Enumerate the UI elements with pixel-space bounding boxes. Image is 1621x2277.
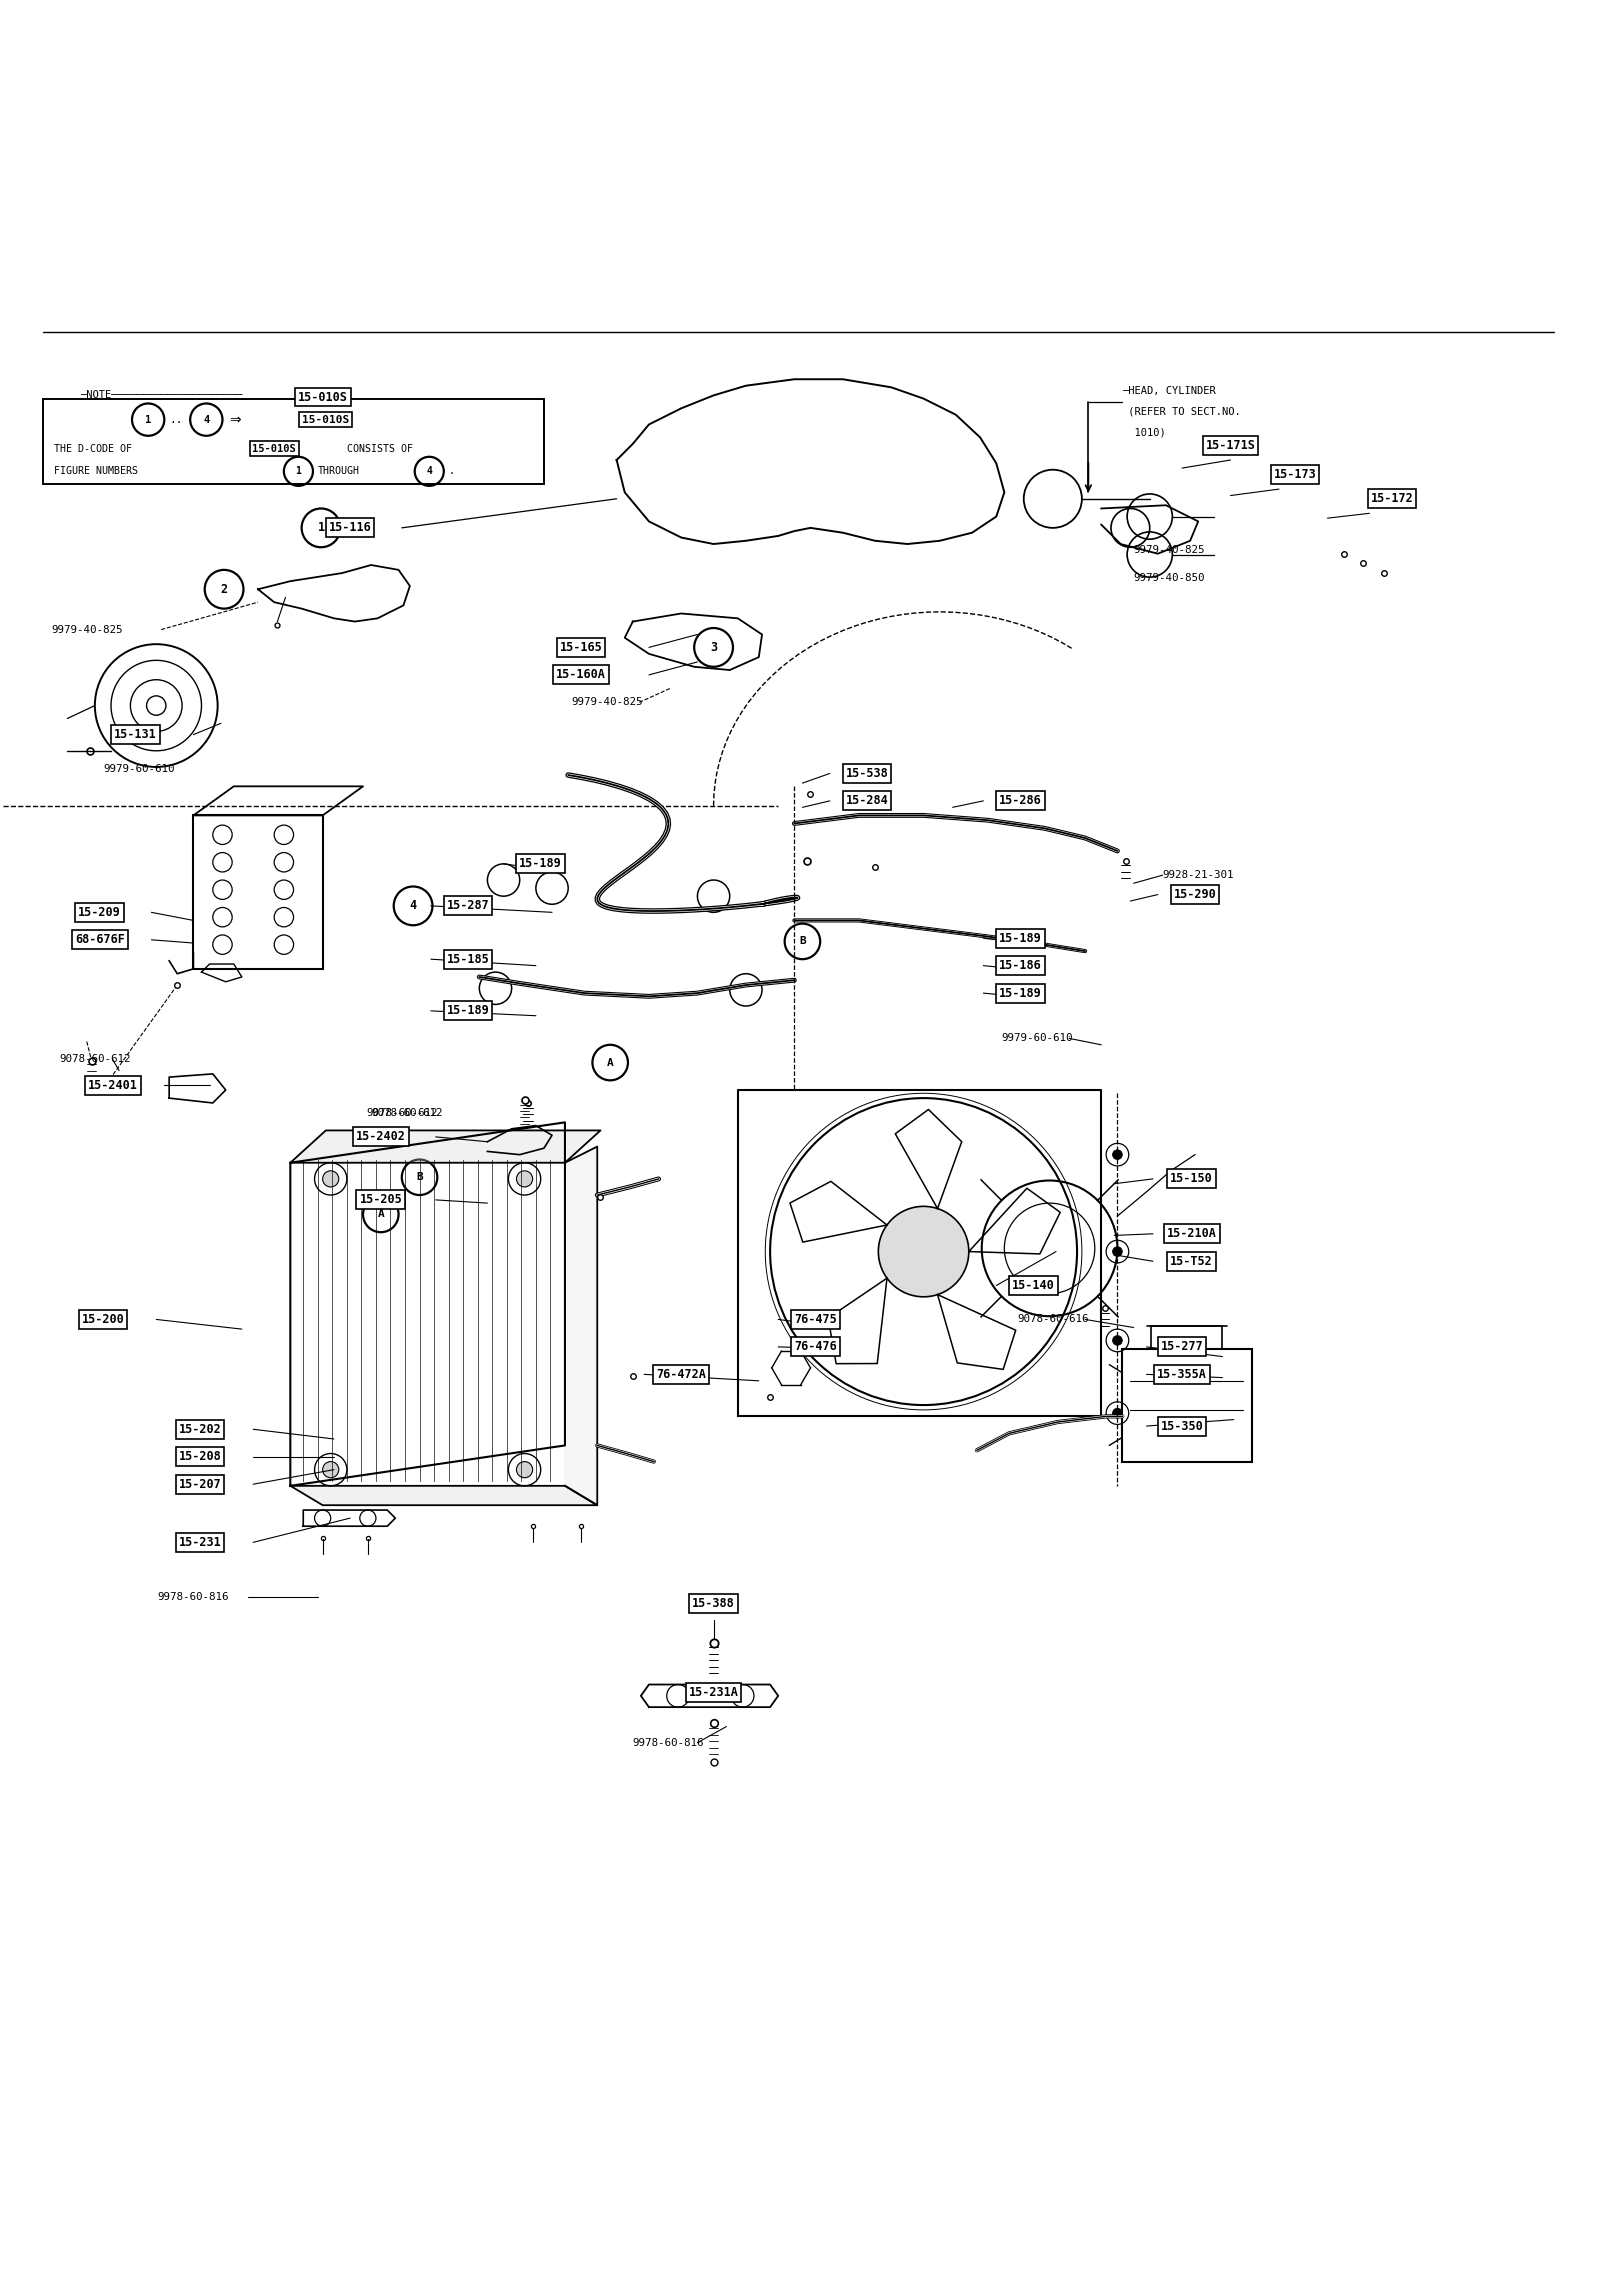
Text: 15-T52: 15-T52: [1170, 1255, 1213, 1268]
Text: A: A: [606, 1057, 614, 1068]
Text: ─HEAD, CYLINDER: ─HEAD, CYLINDER: [1122, 385, 1216, 396]
Bar: [1122, 1348, 1251, 1462]
Text: 76-475: 76-475: [794, 1314, 836, 1325]
Text: 15-189: 15-189: [447, 1004, 490, 1018]
FancyBboxPatch shape: [44, 398, 545, 485]
Text: 1: 1: [318, 521, 324, 535]
Circle shape: [1112, 1248, 1122, 1257]
Text: 15-287: 15-287: [447, 899, 490, 913]
Text: 15-189: 15-189: [519, 858, 562, 870]
Text: 15-205: 15-205: [360, 1193, 402, 1207]
Text: 15-290: 15-290: [1174, 888, 1216, 902]
Text: 15-010S: 15-010S: [253, 444, 297, 453]
Circle shape: [1112, 1150, 1122, 1159]
Text: 15-010S: 15-010S: [302, 414, 350, 424]
Text: ..: ..: [169, 414, 183, 424]
Text: 15-189: 15-189: [999, 986, 1042, 1000]
Text: 15-538: 15-538: [846, 767, 888, 781]
Text: A: A: [378, 1209, 384, 1220]
Text: 4: 4: [410, 899, 417, 913]
Text: 9978-60-816: 9978-60-816: [632, 1737, 704, 1749]
Text: 15-284: 15-284: [846, 795, 888, 808]
Text: THROUGH: THROUGH: [318, 467, 360, 476]
Text: 15-350: 15-350: [1161, 1419, 1203, 1432]
Text: 15-173: 15-173: [1274, 469, 1316, 480]
Text: 9928-21-301: 9928-21-301: [1162, 870, 1234, 881]
Text: 15-186: 15-186: [999, 959, 1042, 972]
Text: 15-150: 15-150: [1170, 1173, 1213, 1186]
Text: 4: 4: [203, 414, 209, 424]
Text: 9078-60-612: 9078-60-612: [60, 1054, 131, 1063]
Text: 15-185: 15-185: [447, 952, 490, 965]
Text: 76-476: 76-476: [794, 1341, 836, 1353]
Text: ⇒: ⇒: [229, 412, 240, 426]
Text: 15-010S: 15-010S: [298, 392, 347, 403]
Text: 15-277: 15-277: [1161, 1341, 1203, 1353]
Text: 15-210A: 15-210A: [1167, 1227, 1217, 1241]
Circle shape: [323, 1170, 339, 1186]
Bar: [1151, 1325, 1222, 1348]
Text: 15-355A: 15-355A: [1157, 1368, 1208, 1380]
Text: 15-388: 15-388: [692, 1596, 734, 1610]
Text: B: B: [799, 936, 806, 947]
Circle shape: [879, 1207, 969, 1298]
Text: 15-131: 15-131: [113, 729, 157, 740]
Text: 15-171S: 15-171S: [1206, 439, 1255, 451]
Text: 9979-40-825: 9979-40-825: [1133, 546, 1204, 556]
Polygon shape: [290, 1487, 597, 1505]
Text: 9078-60-612: 9078-60-612: [366, 1107, 438, 1118]
Text: 15-202: 15-202: [178, 1423, 220, 1437]
Text: 15-189: 15-189: [999, 931, 1042, 945]
Text: 15-160A: 15-160A: [556, 669, 606, 681]
Polygon shape: [290, 1129, 600, 1164]
Text: THE D-CODE OF: THE D-CODE OF: [55, 444, 133, 453]
Text: 15-140: 15-140: [1012, 1280, 1055, 1291]
Circle shape: [517, 1170, 533, 1186]
Text: 15-172: 15-172: [1371, 492, 1414, 505]
Text: 15-209: 15-209: [78, 906, 122, 920]
Text: 15-231: 15-231: [178, 1537, 220, 1548]
Text: 15-286: 15-286: [999, 795, 1042, 808]
Polygon shape: [566, 1148, 597, 1505]
Text: 15-165: 15-165: [559, 640, 603, 653]
Text: 76-472A: 76-472A: [657, 1368, 707, 1380]
Text: 9979-40-825: 9979-40-825: [52, 624, 123, 635]
Text: 9979-60-610: 9979-60-610: [104, 763, 175, 774]
Text: 3: 3: [710, 640, 716, 653]
Text: CONSISTS OF: CONSISTS OF: [347, 444, 413, 453]
Text: 1: 1: [144, 414, 151, 424]
Circle shape: [517, 1462, 533, 1478]
Circle shape: [1112, 1337, 1122, 1346]
Text: .: .: [449, 467, 454, 476]
Text: 15-2401: 15-2401: [88, 1079, 138, 1091]
Circle shape: [323, 1462, 339, 1478]
Text: 68-676F: 68-676F: [75, 934, 125, 947]
Text: 1: 1: [295, 467, 302, 476]
Text: 9078-60-612: 9078-60-612: [371, 1107, 443, 1118]
Text: FIGURE NUMBERS: FIGURE NUMBERS: [55, 467, 138, 476]
Text: 9978-60-816: 9978-60-816: [157, 1592, 229, 1603]
Text: 9979-40-850: 9979-40-850: [1133, 574, 1204, 583]
Text: 1010): 1010): [1122, 428, 1165, 437]
Text: 15-116: 15-116: [329, 521, 371, 535]
Text: 15-231A: 15-231A: [689, 1685, 739, 1699]
Text: (REFER TO SECT.NO.: (REFER TO SECT.NO.: [1122, 408, 1242, 417]
Bar: [193, 815, 323, 970]
Text: 15-207: 15-207: [178, 1478, 220, 1491]
Text: B: B: [417, 1173, 423, 1182]
Text: 15-2402: 15-2402: [357, 1129, 405, 1143]
Text: 2: 2: [220, 583, 227, 597]
Text: 9979-40-825: 9979-40-825: [572, 697, 644, 708]
Circle shape: [1112, 1407, 1122, 1419]
Text: ─NOTE─────────────────────: ─NOTE─────────────────────: [81, 389, 243, 401]
Text: 9078-60-616: 9078-60-616: [1018, 1314, 1089, 1325]
Text: 15-200: 15-200: [81, 1314, 125, 1325]
Text: 15-208: 15-208: [178, 1450, 220, 1464]
Text: 9979-60-610: 9979-60-610: [1002, 1034, 1073, 1043]
Text: 4: 4: [426, 467, 433, 476]
